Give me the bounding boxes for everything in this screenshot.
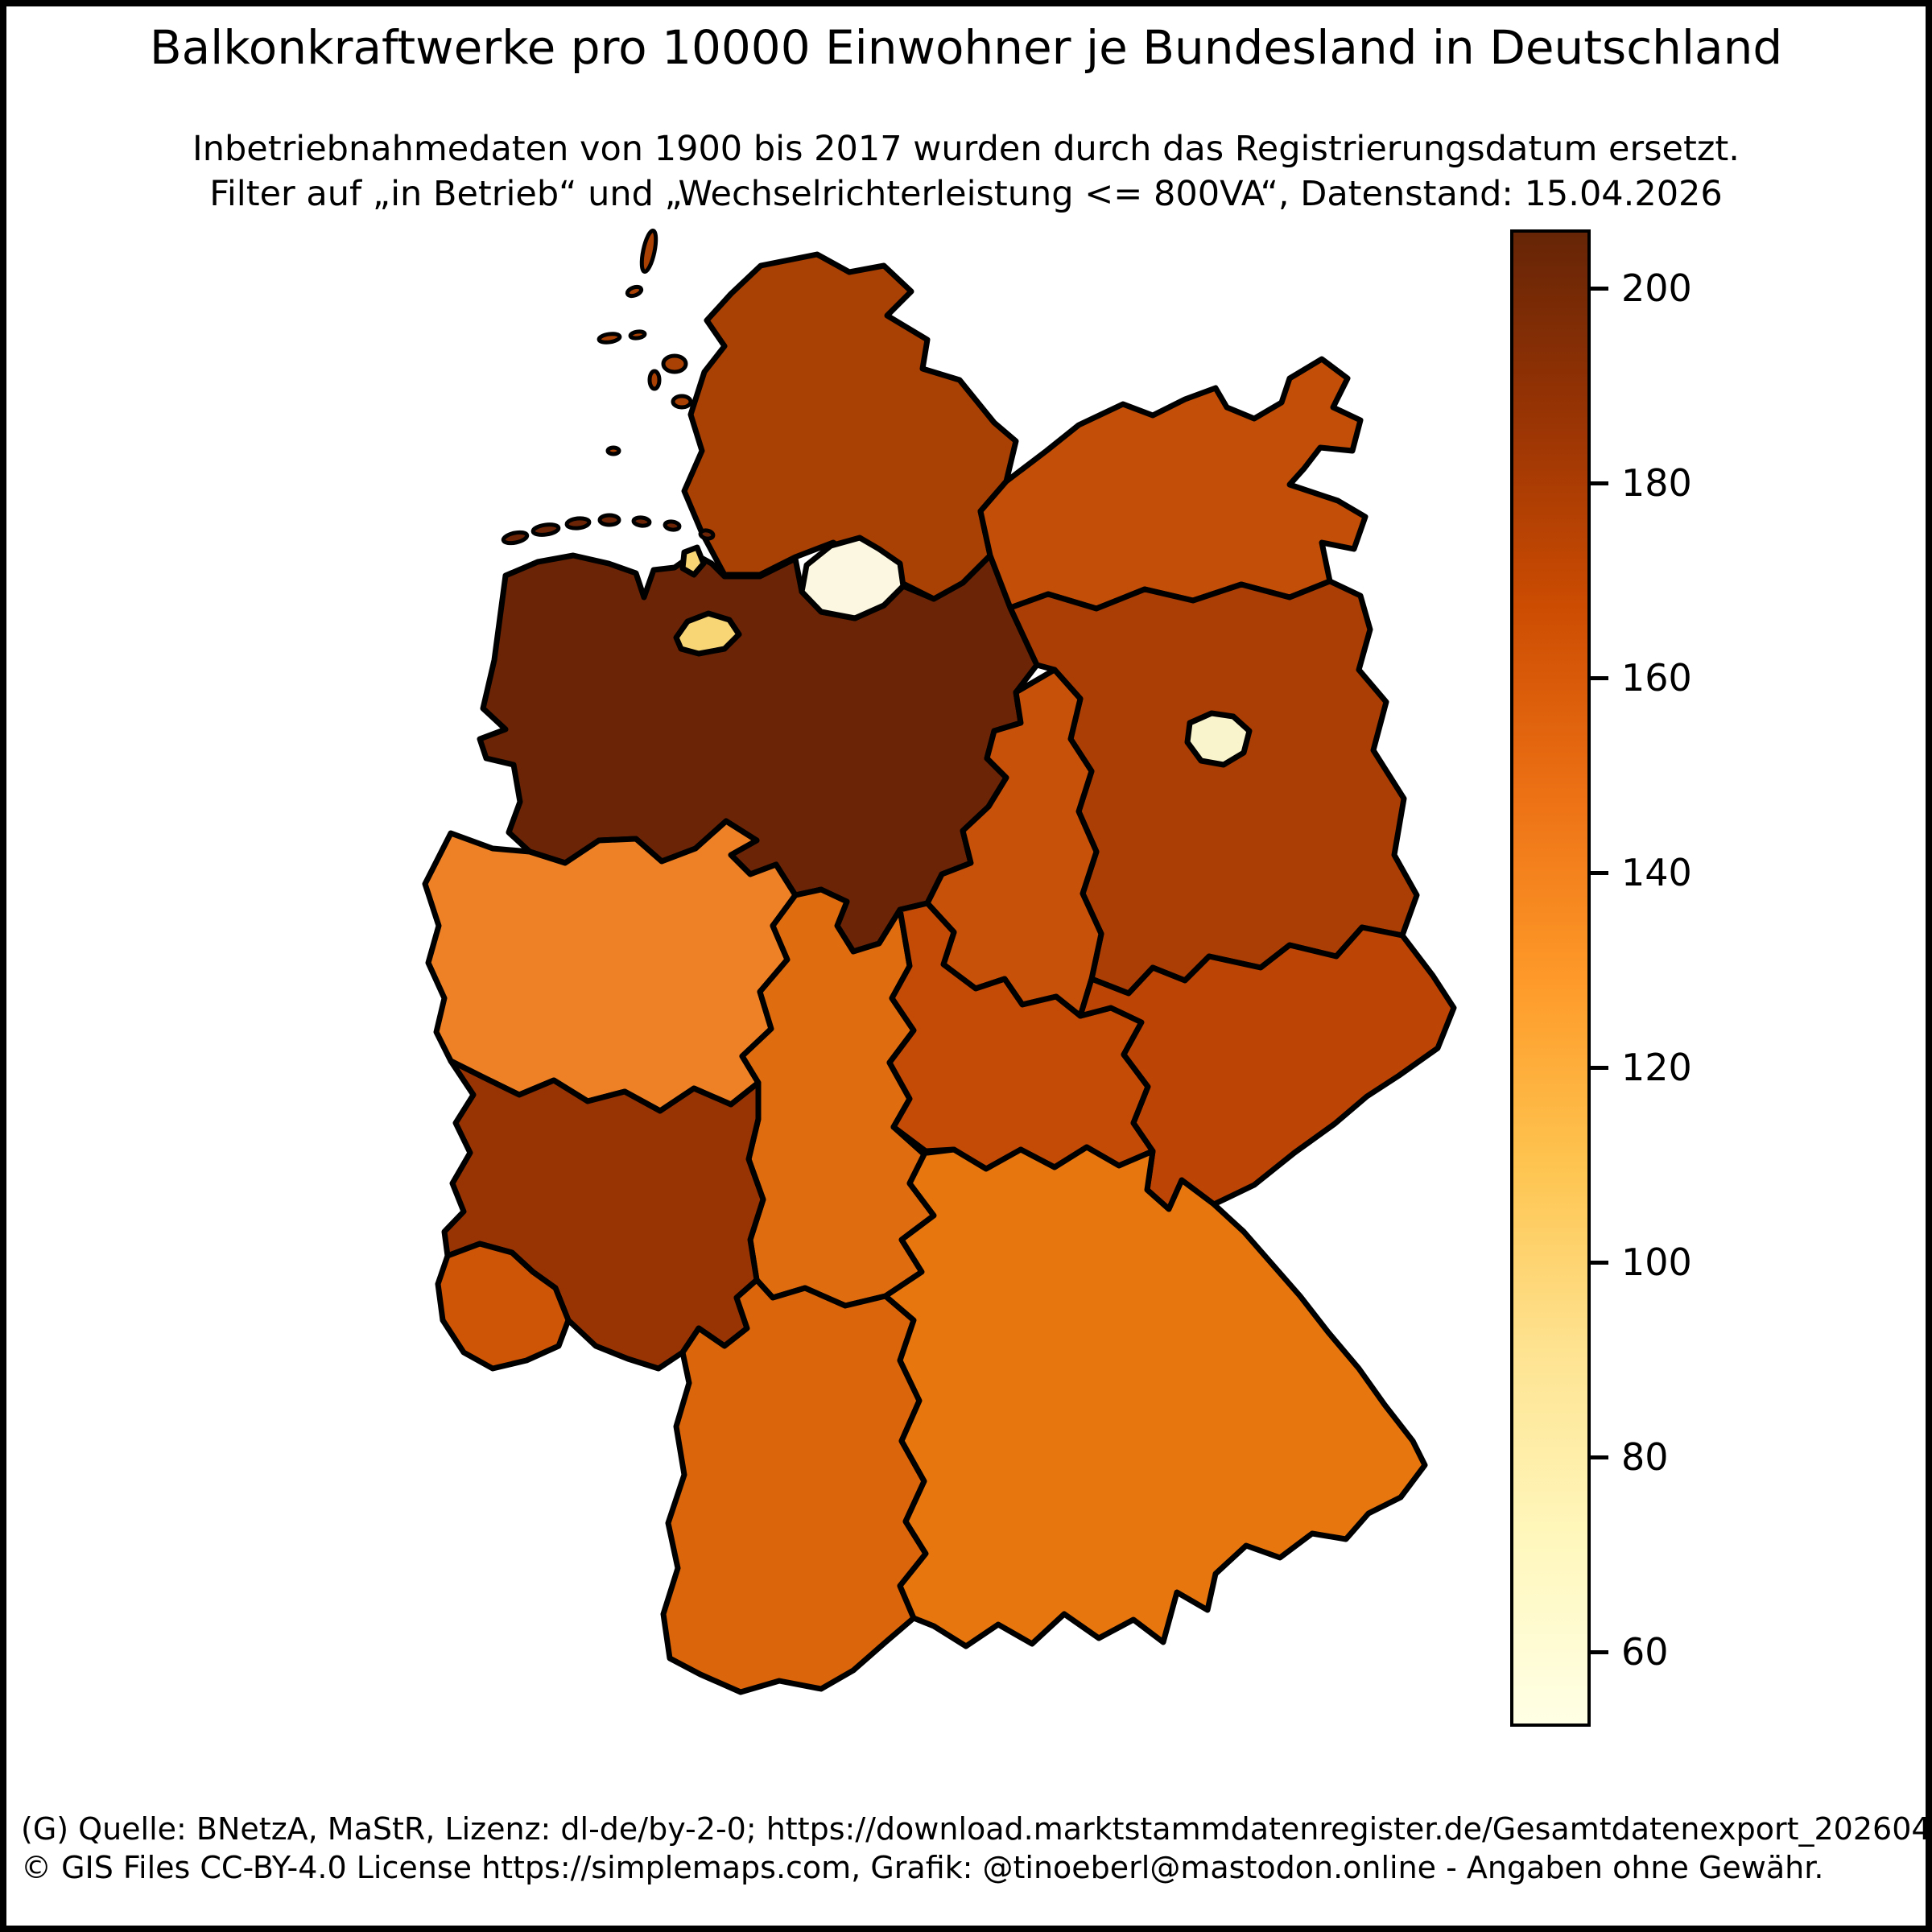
colorbar-tick-mark [1587,870,1608,875]
subtitle-line-2: Filter auf „in Betrieb“ und „Wechselrich… [209,174,1723,214]
footer-line-2: © GIS Files CC-BY-4.0 License https://si… [21,1850,1824,1885]
colorbar-tick-label: 120 [1621,1045,1692,1089]
colorbar-tick-mark [1587,1650,1608,1655]
island-of-sh [628,329,647,341]
island-of-sh [625,284,644,299]
colorbar-tick-label: 180 [1621,460,1692,505]
page-title: Balkonkraftwerke pro 10000 Einwohner je … [149,20,1783,75]
colorbar-tick-mark [1587,1455,1608,1460]
state-hb [673,610,742,657]
island-of-sh [661,353,688,374]
island-of-ni [698,528,716,541]
footer-line-1: (G) Quelle: BNetzA, MaStR, Lizenz: dl-de… [21,1811,1932,1847]
state-mv [977,356,1368,612]
island-of-sh [597,332,622,345]
state-nw [422,818,799,1114]
state-hh [799,535,906,621]
colorbar-tick-label: 200 [1621,266,1692,310]
island-of-ni [530,522,561,537]
colorbar-tick-mark [1587,1261,1608,1265]
colorbar-tick-label: 60 [1621,1630,1669,1674]
island-of-ni [631,515,652,528]
colorbar-tick-label: 160 [1621,655,1692,700]
island-of-sh [647,369,662,391]
island-of-ni [501,530,530,546]
state-be [1184,710,1253,768]
island-of-sh [639,229,658,274]
state-sn [1077,924,1457,1212]
island-of-sh [605,445,621,456]
state-hb2 [679,544,707,578]
colorbar-gradient [1510,229,1591,1727]
colorbar-tick-mark [1587,675,1608,680]
island-of-ni [663,519,682,532]
state-sl [435,1241,572,1372]
subtitle-line-1: Inbetriebnahmedaten von 1900 bis 2017 wu… [192,129,1740,169]
colorbar-tick-label: 100 [1621,1241,1692,1285]
island-of-ni [597,513,621,527]
island-of-sh [671,394,693,410]
colorbar-tick-mark [1587,481,1608,485]
colorbar-tick-label: 80 [1621,1435,1669,1480]
island-of-ni [564,516,592,530]
colorbar-tick-mark [1587,1065,1608,1070]
state-by [882,1124,1428,1649]
state-bw [660,1277,929,1695]
colorbar-tick-label: 140 [1621,850,1692,894]
colorbar-tick-mark [1587,286,1608,291]
